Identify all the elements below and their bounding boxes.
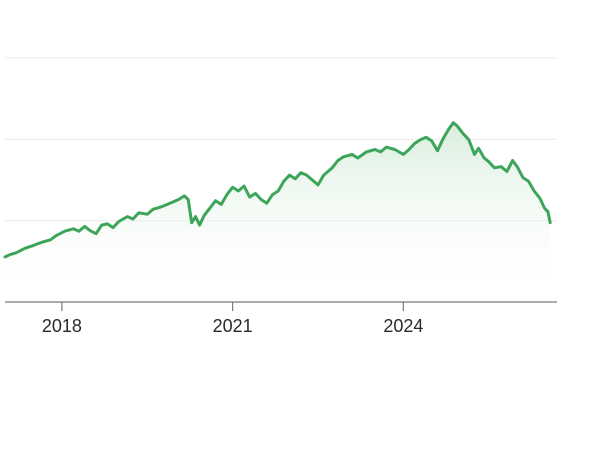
x-tick-label-2024: 2024 bbox=[383, 316, 423, 336]
x-axis-ticks: 2018 2021 2024 bbox=[42, 302, 423, 336]
area-fill-group bbox=[5, 122, 551, 302]
x-tick-label-2021: 2021 bbox=[213, 316, 253, 336]
x-tick-label-2018: 2018 bbox=[42, 316, 82, 336]
series-area-fill bbox=[5, 122, 551, 302]
series-line-group bbox=[3, 121, 552, 259]
series-line bbox=[3, 121, 552, 259]
